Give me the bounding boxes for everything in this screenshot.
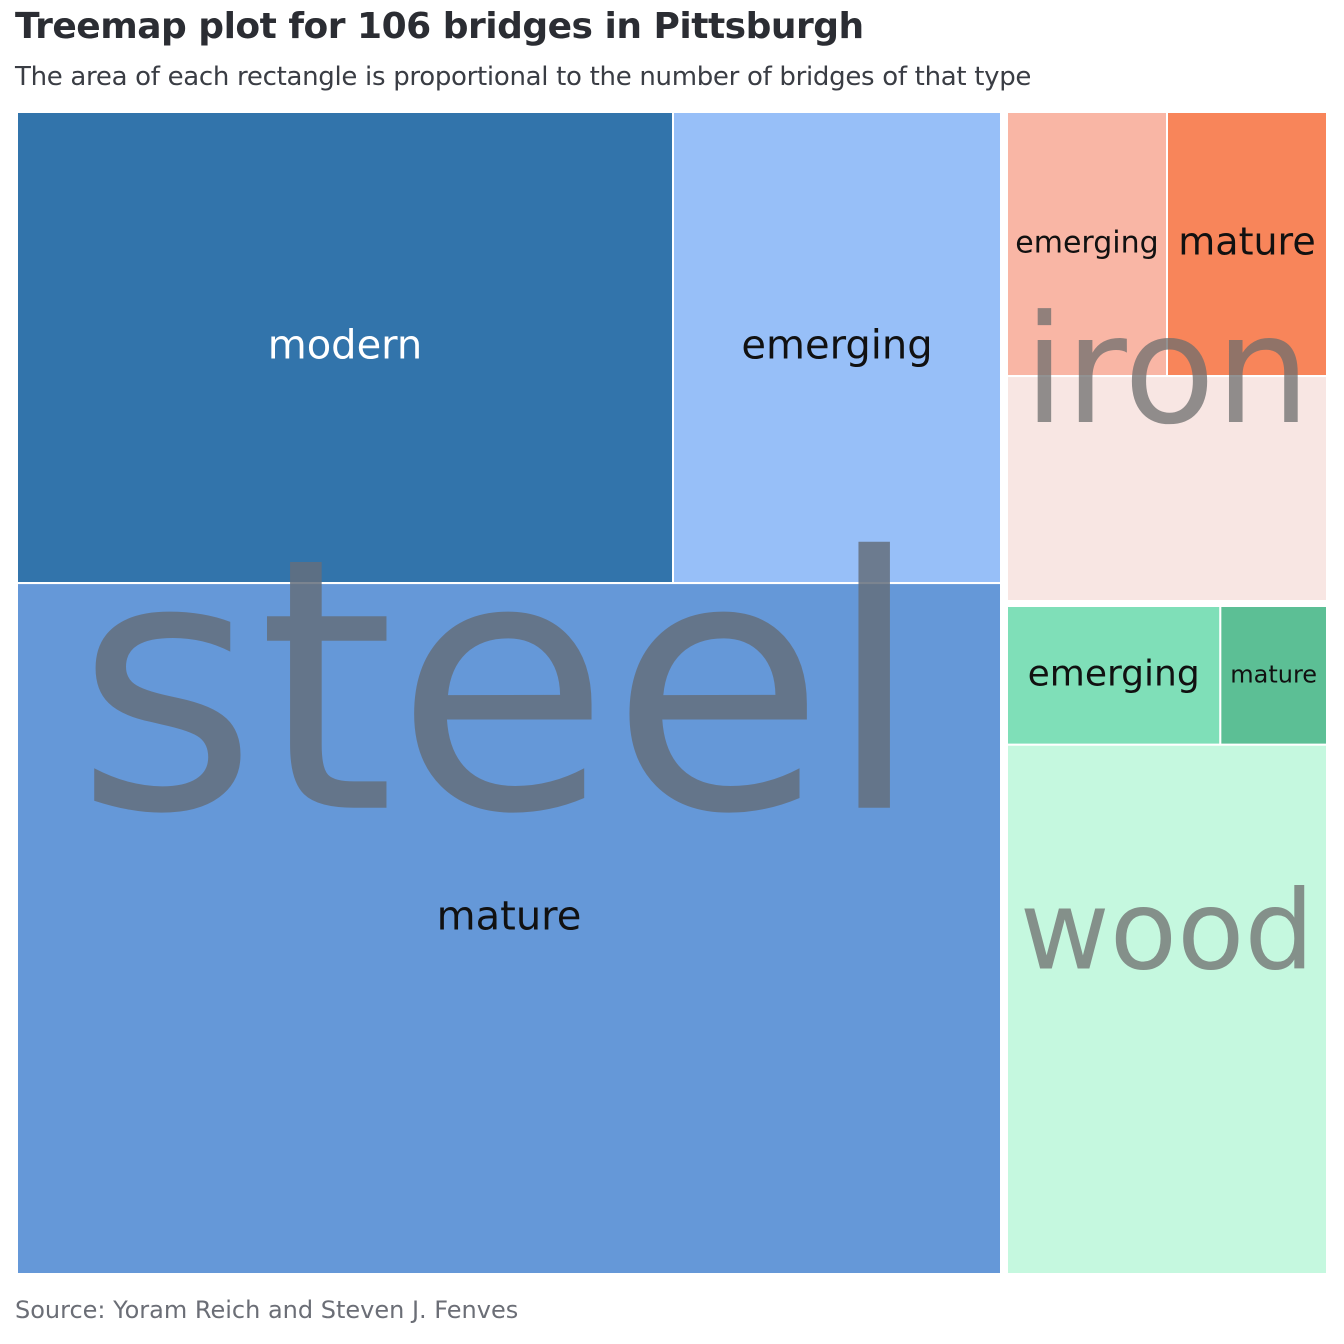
source-caption: Source: Yoram Reich and Steven J. Fenves: [15, 1296, 519, 1324]
treemap-label-wood-mature: mature: [1230, 660, 1317, 688]
treemap-cell-iron-mature: [1166, 111, 1328, 378]
treemap-cell-steel-mature: [16, 582, 1002, 1275]
treemap-cell-wood-emerging: [1006, 605, 1222, 746]
treemap-label-steel-emerging: emerging: [741, 323, 932, 369]
treemap-group-label-steel: steel: [75, 483, 923, 891]
treemap-group-label-wood: wood: [1020, 866, 1314, 994]
treemap-cell-steel-modern: [16, 111, 674, 585]
treemap-group-label-iron: iron: [1024, 284, 1311, 458]
treemap-label-iron-emerging: emerging: [1015, 226, 1158, 261]
treemap-label-steel-mature: mature: [437, 894, 582, 940]
chart-subtitle: The area of each rectangle is proportion…: [15, 62, 1032, 92]
treemap-cell-steel-emerging: [672, 111, 1002, 585]
treemap-cell-wood-other: [1006, 743, 1328, 1275]
treemap-cell-iron-other: [1006, 375, 1328, 602]
treemap-cell-iron-emerging: [1006, 111, 1168, 378]
treemap-label-iron-mature: mature: [1178, 220, 1315, 264]
treemap-label-wood-emerging: emerging: [1028, 653, 1200, 694]
chart-title: Treemap plot for 106 bridges in Pittsbur…: [15, 6, 864, 47]
treemap-label-steel-modern: modern: [268, 323, 423, 369]
treemap-cell-wood-mature: [1219, 605, 1329, 746]
